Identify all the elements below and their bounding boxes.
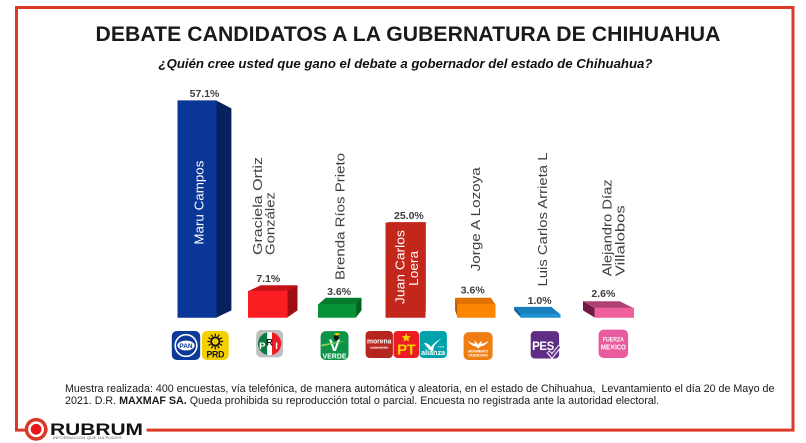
- svg-text:Jorge A Lozoya: Jorge A Lozoya: [469, 167, 483, 271]
- svg-text:PRD: PRD: [206, 350, 224, 360]
- svg-text:Graciela Ortiz: Graciela Ortiz: [251, 157, 265, 255]
- svg-text:I: I: [275, 341, 278, 352]
- svg-text:Villalobos: Villalobos: [614, 205, 628, 276]
- svg-text:57.1%: 57.1%: [190, 88, 220, 100]
- svg-text:Luis Carlos Arrieta L: Luis Carlos Arrieta L: [536, 152, 550, 286]
- svg-text:Juan Carlos: Juan Carlos: [393, 230, 407, 304]
- svg-text:morena: morena: [367, 337, 392, 346]
- svg-text:Brenda Ríos Prieto: Brenda Ríos Prieto: [333, 153, 347, 280]
- svg-text:PES: PES: [532, 341, 555, 353]
- svg-text:25.0%: 25.0%: [394, 210, 424, 222]
- svg-text:MOVIMIENTO: MOVIMIENTO: [468, 350, 488, 354]
- svg-text:R: R: [266, 338, 273, 349]
- svg-text:alianza: alianza: [421, 350, 445, 357]
- svg-text:La esperanza de México: La esperanza de México: [370, 345, 389, 349]
- svg-text:FUERZA: FUERZA: [603, 337, 624, 344]
- svg-text:nueva: nueva: [438, 346, 445, 349]
- svg-text:PT: PT: [397, 342, 416, 359]
- svg-text:INFORMACIÓN QUE DA PODER: INFORMACIÓN QUE DA PODER: [53, 435, 122, 440]
- svg-text:CIUDADANO: CIUDADANO: [468, 354, 488, 358]
- svg-text:1.0%: 1.0%: [528, 295, 553, 307]
- svg-text:PAN: PAN: [179, 343, 193, 350]
- svg-text:3.6%: 3.6%: [327, 286, 352, 298]
- svg-text:P: P: [259, 341, 266, 352]
- svg-text:Loera: Loera: [407, 251, 421, 286]
- svg-text:VERDE: VERDE: [323, 354, 347, 361]
- svg-text:Maru Campos: Maru Campos: [193, 161, 207, 245]
- svg-text:RUBRUM: RUBRUM: [50, 421, 143, 439]
- svg-text:Alejandro Díaz: Alejandro Díaz: [601, 179, 615, 276]
- svg-text:3.6%: 3.6%: [461, 284, 486, 296]
- svg-text:ME✕ICO: ME✕ICO: [601, 343, 626, 352]
- svg-text:2.6%: 2.6%: [591, 288, 616, 300]
- svg-text:7.1%: 7.1%: [256, 273, 281, 285]
- svg-text:V: V: [329, 336, 341, 355]
- svg-text:González: González: [263, 192, 277, 255]
